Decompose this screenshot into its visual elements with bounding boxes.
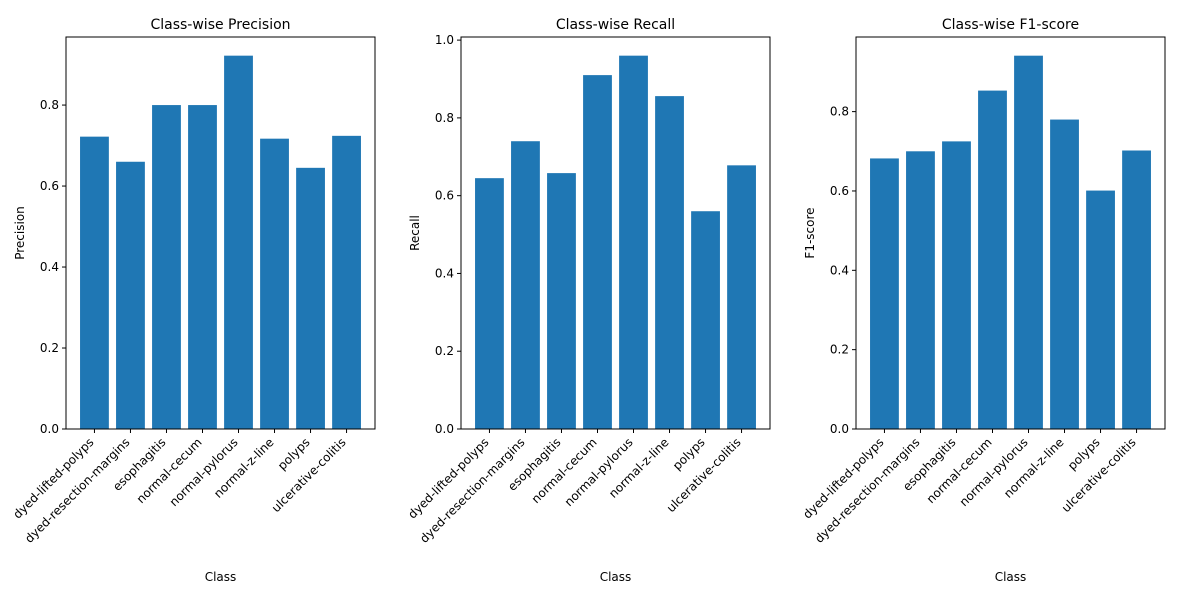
y-tick-label: 0.4 [40,260,59,274]
subplot-2: 0.00.20.40.60.81.0dyed-lifted-polypsdyed… [405,17,771,584]
bar-normal-cecum [188,105,217,429]
y-tick-label: 0.0 [40,422,59,436]
y-tick-label: 0.2 [40,341,59,355]
y-tick-label: 0.8 [830,105,849,119]
bar-dyed-lifted-polyps [80,136,109,430]
subplot-1: 0.00.20.40.60.8dyed-lifted-polypsdyed-re… [10,17,376,584]
y-tick-label: 0.4 [435,266,454,280]
subplot-3: 0.00.20.40.60.8dyed-lifted-polypsdyed-re… [800,17,1166,584]
chart-title: Class-wise F1-score [942,17,1079,33]
axes-frame [855,36,1166,430]
axes-frame [65,36,376,430]
y-tick-label: 0.2 [830,343,849,357]
bar-esophagitis [547,173,576,429]
bar-normal-cecum [978,90,1007,429]
y-tick-label: 0.4 [830,263,849,277]
bar-dyed-resection-margins [906,151,935,429]
x-axis-label: Class [600,570,632,584]
bar-normal-z-line [1050,119,1079,430]
bar-ulcerative-colitis [332,135,361,429]
bar-normal-pylorus [619,55,648,430]
y-tick-label: 1.0 [435,33,454,47]
y-axis-label: F1-score [803,207,817,258]
chart-title: Class-wise Precision [150,17,290,33]
y-axis-label: Precision [13,206,27,260]
bar-polyps [1086,190,1115,429]
bar-esophagitis [942,141,971,429]
y-tick-label: 0.8 [40,98,59,112]
y-tick-label: 0.2 [435,344,454,358]
y-axis-label: Recall [408,215,422,251]
bar-normal-z-line [655,96,684,429]
bar-polyps [691,211,720,429]
y-tick-label: 0.6 [40,179,59,193]
bar-normal-pylorus [1014,55,1043,430]
bar-dyed-resection-margins [511,141,540,429]
x-axis-label: Class [205,570,237,584]
y-tick-label: 0.0 [435,422,454,436]
bar-normal-cecum [583,75,612,429]
bar-normal-pylorus [224,55,253,430]
bar-normal-z-line [260,138,289,429]
bar-ulcerative-colitis [727,165,756,430]
axes-frame [460,36,771,430]
y-tick-label: 0.6 [435,189,454,203]
bar-dyed-lifted-polyps [870,158,899,430]
y-tick-label: 0.8 [435,111,454,125]
y-tick-label: 0.0 [830,422,849,436]
x-axis-label: Class [995,570,1027,584]
y-tick-label: 0.6 [830,184,849,198]
bar-dyed-resection-margins [116,161,145,429]
chart-title: Class-wise Recall [556,17,675,33]
bar-dyed-lifted-polyps [475,178,504,429]
bar-polyps [296,167,325,430]
bar-esophagitis [152,105,181,429]
bar-ulcerative-colitis [1122,150,1151,429]
